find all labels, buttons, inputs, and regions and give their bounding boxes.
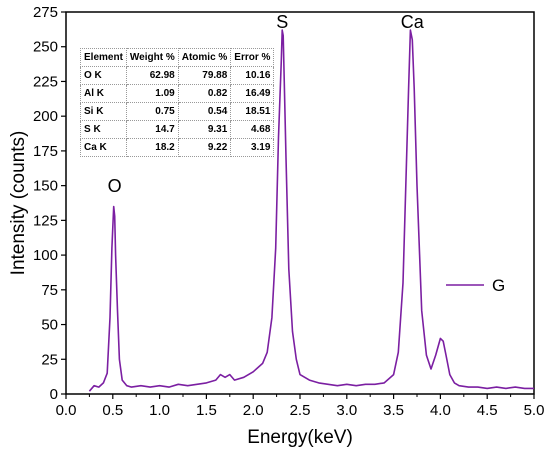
x-tick-label: 0.5 [102, 402, 123, 419]
x-tick-label: 5.0 [524, 402, 545, 419]
table-row: O K 62.98 79.88 10.16 [80, 66, 275, 85]
cell-atomic: 9.22 [177, 138, 232, 157]
cell-element: S K [80, 120, 127, 139]
axes: 0.0 0.5 1.0 1.5 2.0 2.5 3.0 3.5 4.0 4.5 5.0 0 25 50 75… [8, 4, 544, 448]
peak-label-O: O [108, 176, 122, 196]
x-tick-label: 4.5 [477, 402, 498, 419]
cell-atomic: 9.31 [177, 120, 232, 139]
cell-element: Si K [80, 102, 127, 121]
cell-weight: 14.7 [125, 120, 179, 139]
y-tick-label: 75 [41, 282, 58, 299]
x-tick-label: 1.0 [149, 402, 170, 419]
cell-weight: 1.09 [125, 84, 179, 103]
x-tick-label: 2.0 [243, 402, 264, 419]
peak-label-Ca: Ca [401, 12, 425, 32]
cell-weight: 62.98 [125, 66, 179, 85]
cell-element: Ca K [80, 138, 127, 157]
cell-error: 3.19 [230, 138, 275, 157]
table-row: S K 14.7 9.31 4.68 [80, 120, 275, 139]
y-tick-label: 0 [50, 386, 58, 403]
x-tick-label: 4.0 [430, 402, 451, 419]
y-tick-label: 50 [41, 317, 58, 334]
cell-error: 4.68 [230, 120, 275, 139]
y-tick-label: 25 [41, 351, 58, 368]
cell-error: 10.16 [230, 66, 275, 85]
x-tick-label: 1.5 [196, 402, 217, 419]
x-tick-label: 3.0 [336, 402, 357, 419]
cell-element: O K [80, 66, 127, 85]
x-axis-label: Energy(keV) [247, 427, 353, 448]
peak-labels: O S Ca [108, 12, 425, 196]
table-row: Al K 1.09 0.82 16.49 [80, 84, 275, 103]
cell-error: 18.51 [230, 102, 275, 121]
table-row: Si K 0.75 0.54 18.51 [80, 102, 275, 121]
cell-error: 16.49 [230, 84, 275, 103]
x-tick-label: 0.0 [56, 402, 77, 419]
header-error: Error % [230, 48, 275, 67]
cell-atomic: 0.54 [177, 102, 232, 121]
y-tick-label: 250 [33, 39, 58, 56]
y-tick-label: 200 [33, 108, 58, 125]
y-tick-label: 275 [33, 4, 58, 21]
y-tick-label: 225 [33, 73, 58, 90]
cell-atomic: 79.88 [177, 66, 232, 85]
y-tick-label: 150 [33, 178, 58, 195]
y-tick-label: 175 [33, 143, 58, 160]
table-header-row: Element Weight % Atomic % Error % [80, 48, 275, 67]
x-tick-label: 2.5 [290, 402, 311, 419]
header-atomic: Atomic % [177, 48, 232, 67]
series-line-G [88, 29, 534, 392]
table-row: Ca K 18.2 9.22 3.19 [80, 138, 275, 157]
legend-label: G [492, 276, 505, 295]
composition-table: Element Weight % Atomic % Error % O K 62… [80, 48, 275, 157]
series-layer [88, 29, 534, 392]
cell-atomic: 0.82 [177, 84, 232, 103]
cell-element: Al K [80, 84, 127, 103]
cell-weight: 18.2 [125, 138, 179, 157]
header-weight: Weight % [125, 48, 179, 67]
y-tick-label: 100 [33, 247, 58, 264]
peak-label-S: S [276, 12, 288, 32]
y-tick-label: 125 [33, 212, 58, 229]
cell-weight: 0.75 [125, 102, 179, 121]
legend: G [446, 276, 505, 295]
y-axis-label: Intensity (counts) [8, 131, 29, 276]
x-tick-label: 3.5 [383, 402, 404, 419]
header-element: Element [80, 48, 127, 67]
